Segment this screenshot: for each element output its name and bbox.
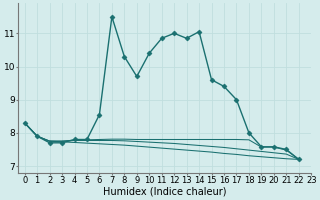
X-axis label: Humidex (Indice chaleur): Humidex (Indice chaleur) (103, 187, 227, 197)
